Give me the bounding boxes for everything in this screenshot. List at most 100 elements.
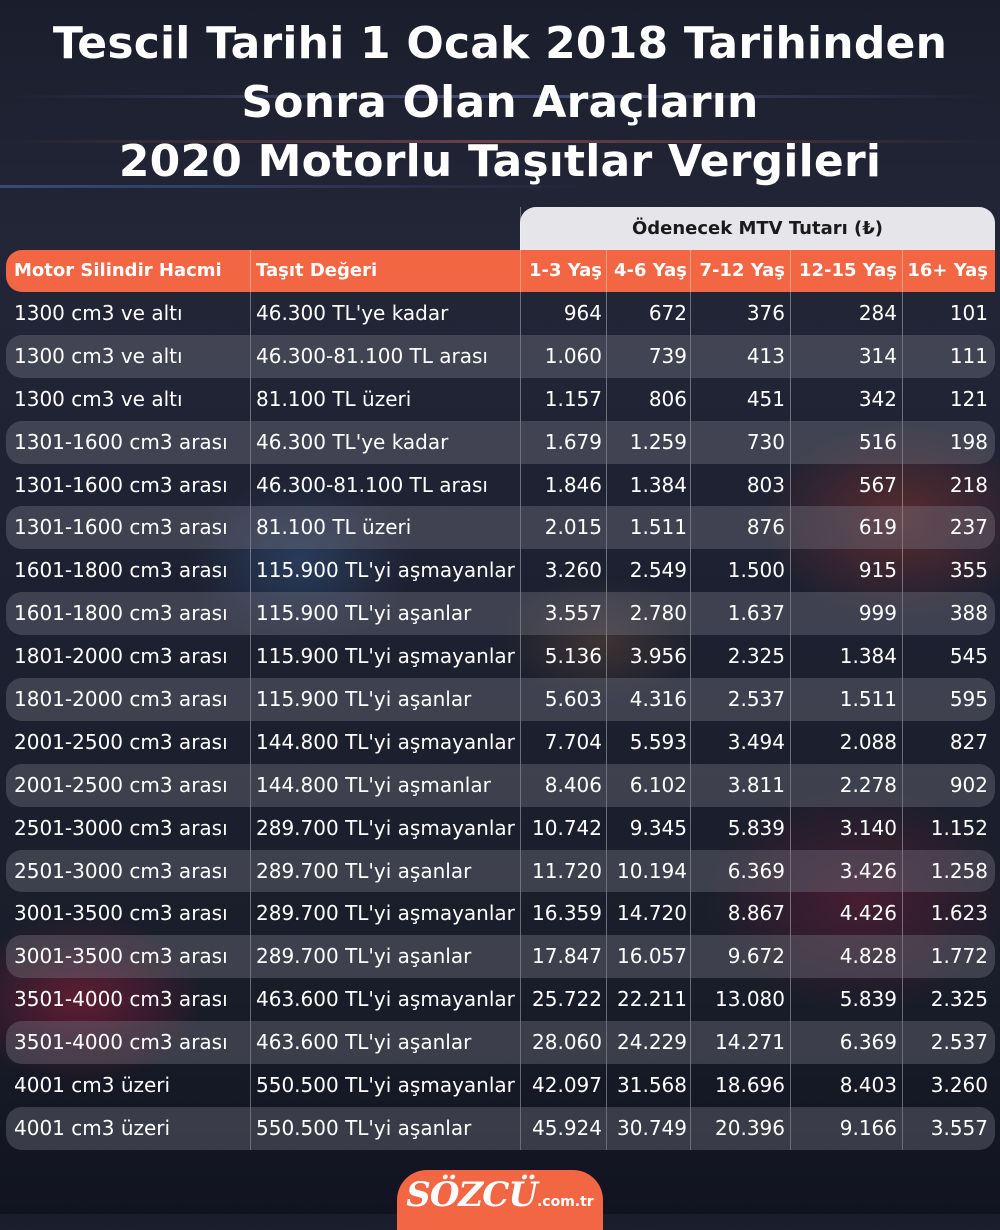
cell-age-7-12: 451: [746, 386, 785, 411]
cell-deger: 115.900 TL'yi aşmayanlar: [256, 644, 515, 669]
cell-age-4-6: 14.720: [617, 901, 687, 926]
cell-age-12-15: 4.828: [839, 944, 897, 969]
cell-deger: 81.100 TL üzeri: [256, 386, 412, 411]
table-row: 1601-1800 cm3 arası 115.900 TL'yi aşanlar…: [6, 592, 995, 636]
cell-age-12-15: 5.839: [839, 987, 897, 1012]
cell-age-7-12: 9.672: [727, 944, 785, 969]
table-row: 1801-2000 cm3 arası 115.900 TL'yi aşmayan…: [6, 635, 995, 678]
cell-motor: 2501-3000 cm3 arası: [14, 815, 228, 840]
cell-motor: 1301-1600 cm3 arası: [14, 515, 228, 540]
cell-deger: 144.800 TL'yi aşmayanlar: [256, 729, 515, 754]
cell-deger: 46.300-81.100 TL arası: [256, 472, 488, 497]
cell-deger: 289.700 TL'yi aşanlar: [256, 858, 472, 883]
cell-age-4-6: 9.345: [629, 815, 687, 840]
cell-age-12-15: 8.403: [839, 1073, 897, 1098]
cell-age-1-3: 5.136: [544, 644, 602, 669]
cell-age-16-plus: 111: [949, 343, 988, 368]
cell-motor: 3001-3500 cm3 arası: [14, 944, 228, 969]
column-divider: [790, 250, 791, 1150]
cell-age-1-3: 28.060: [532, 1030, 602, 1055]
cell-age-16-plus: 355: [949, 558, 988, 583]
table-row: 1301-1600 cm3 arası 46.300-81.100 TL aras…: [6, 464, 995, 507]
cell-age-1-3: 45.924: [532, 1115, 602, 1140]
table-row: 4001 cm3 üzeri 550.500 TL'yi aşmayanlar 42…: [6, 1064, 995, 1107]
column-divider: [902, 250, 903, 1150]
cell-age-16-plus: 3.260: [930, 1073, 988, 1098]
cell-age-16-plus: 121: [949, 386, 988, 411]
cell-age-12-15: 567: [858, 472, 897, 497]
sozcu-logo: SÖZCÜ.com.tr: [397, 1170, 603, 1230]
cell-age-4-6: 1.259: [629, 429, 687, 454]
table-row: 3001-3500 cm3 arası 289.700 TL'yi aşanlar…: [6, 935, 995, 979]
table-row: 1300 cm3 ve altı 46.300-81.100 TL arası 1.…: [6, 334, 995, 378]
cell-age-16-plus: 3.557: [930, 1115, 988, 1140]
cell-age-1-3: 25.722: [532, 987, 602, 1012]
cell-age-16-plus: 902: [949, 772, 988, 797]
cell-age-16-plus: 595: [949, 687, 988, 712]
cell-motor: 4001 cm3 üzeri: [14, 1073, 171, 1098]
cell-deger: 144.800 TL'yi aşmanlar: [256, 772, 491, 797]
cell-age-12-15: 516: [858, 429, 897, 454]
table-row: 2001-2500 cm3 arası 144.800 TL'yi aşmayan…: [6, 721, 995, 764]
table-row: 1601-1800 cm3 arası 115.900 TL'yi aşmayan…: [6, 549, 995, 592]
column-divider: [690, 250, 691, 1150]
table-row: 2501-3000 cm3 arası 289.700 TL'yi aşmayan…: [6, 807, 995, 850]
cell-age-12-15: 2.278: [839, 772, 897, 797]
header-age-16-plus: 16+ Yaş: [907, 260, 988, 281]
cell-age-12-15: 1.511: [839, 687, 897, 712]
cell-age-7-12: 13.080: [715, 987, 785, 1012]
cell-age-16-plus: 1.258: [930, 858, 988, 883]
cell-age-16-plus: 1.152: [930, 815, 988, 840]
table-row: 4001 cm3 üzeri 550.500 TL'yi aşanlar 45.92…: [6, 1106, 995, 1150]
table-row: 3501-4000 cm3 arası 463.600 TL'yi aşanlar…: [6, 1021, 995, 1064]
cell-age-1-3: 7.704: [544, 729, 602, 754]
cell-age-16-plus: 545: [949, 644, 988, 669]
cell-age-7-12: 5.839: [727, 815, 785, 840]
cell-age-4-6: 6.102: [629, 772, 687, 797]
cell-age-7-12: 803: [746, 472, 785, 497]
table-row: 1801-2000 cm3 arası 115.900 TL'yi aşanlar…: [6, 678, 995, 721]
cell-deger: 550.500 TL'yi aşanlar: [256, 1115, 472, 1140]
cell-age-1-3: 11.720: [532, 858, 602, 883]
cell-age-4-6: 24.229: [617, 1030, 687, 1055]
header-age-7-12: 7-12 Yaş: [699, 260, 785, 281]
cell-age-4-6: 31.568: [617, 1073, 687, 1098]
page-title: Tescil Tarihi 1 Ocak 2018 Tarihinden Son…: [0, 14, 1000, 191]
background-streak: [0, 140, 1000, 143]
cell-age-7-12: 14.271: [715, 1030, 785, 1055]
cell-age-16-plus: 2.325: [930, 987, 988, 1012]
cell-age-16-plus: 1.772: [930, 944, 988, 969]
table-row: 3001-3500 cm3 arası 289.700 TL'yi aşmayan…: [6, 892, 995, 935]
cell-age-7-12: 376: [746, 301, 785, 325]
cell-deger: 46.300-81.100 TL arası: [256, 343, 488, 368]
column-divider: [250, 250, 251, 1150]
cell-motor: 1300 cm3 ve altı: [14, 343, 183, 368]
cell-motor: 3501-4000 cm3 arası: [14, 987, 228, 1012]
cell-motor: 1301-1600 cm3 arası: [14, 429, 228, 454]
cell-motor: 4001 cm3 üzeri: [14, 1115, 171, 1140]
cell-age-1-3: 42.097: [532, 1073, 602, 1098]
mtv-amount-header: Ödenecek MTV Tutarı (₺): [520, 207, 995, 250]
cell-age-7-12: 8.867: [727, 901, 785, 926]
cell-age-7-12: 2.325: [727, 644, 785, 669]
cell-age-16-plus: 1.623: [930, 901, 988, 926]
cell-deger: 115.900 TL'yi aşanlar: [256, 601, 472, 626]
cell-deger: 46.300 TL'ye kadar: [256, 429, 449, 454]
cell-motor: 1300 cm3 ve altı: [14, 386, 183, 411]
cell-age-4-6: 2.780: [629, 601, 687, 626]
cell-age-7-12: 876: [746, 515, 785, 540]
header-motor: Motor Silindir Hacmi: [14, 260, 222, 281]
cell-deger: 289.700 TL'yi aşanlar: [256, 944, 472, 969]
cell-age-4-6: 806: [648, 386, 687, 411]
cell-age-1-3: 5.603: [544, 687, 602, 712]
background-streak: [0, 95, 1000, 98]
cell-age-12-15: 6.369: [839, 1030, 897, 1055]
cell-age-7-12: 18.696: [715, 1073, 785, 1098]
table-row: 2501-3000 cm3 arası 289.700 TL'yi aşanlar…: [6, 849, 995, 893]
cell-age-7-12: 1.500: [727, 558, 785, 583]
cell-age-7-12: 3.811: [727, 772, 785, 797]
cell-age-12-15: 915: [858, 558, 897, 583]
cell-age-1-3: 3.557: [544, 601, 602, 626]
cell-age-4-6: 2.549: [629, 558, 687, 583]
cell-age-1-3: 1.157: [544, 386, 602, 411]
